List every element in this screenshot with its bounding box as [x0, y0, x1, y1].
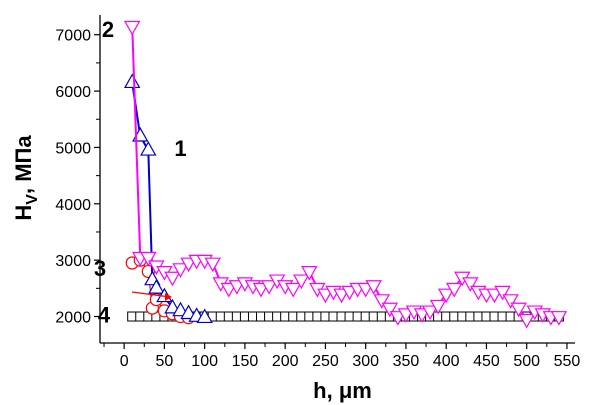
data-point-triangle-down — [260, 280, 278, 295]
y-axis-title-sub: V — [24, 194, 41, 205]
data-point-triangle-down — [446, 282, 463, 298]
curve-label-3: 3 — [94, 256, 106, 281]
x-tick-label: 100 — [191, 353, 218, 370]
data-point-triangle-up — [123, 73, 141, 89]
axes — [94, 15, 575, 349]
x-tick-label: 200 — [272, 353, 299, 370]
x-tick-label: 250 — [312, 353, 339, 370]
data-point-triangle-down — [140, 251, 157, 267]
x-tick-label: 350 — [393, 353, 420, 370]
y-tick-label: 2000 — [55, 310, 91, 327]
x-tick-label: 150 — [232, 353, 259, 370]
x-tick-label: 0 — [120, 353, 129, 370]
x-tick-label: 50 — [156, 353, 174, 370]
curve-label-4: 4 — [98, 303, 111, 328]
data-point-triangle-down — [172, 263, 189, 278]
data-point-triangle-down — [301, 266, 318, 281]
curve-3-pointer-head — [165, 293, 172, 301]
data-point-triangle-down — [373, 294, 391, 309]
y-tick-label: 7000 — [55, 28, 91, 45]
curve-label-2: 2 — [102, 17, 114, 42]
x-tick-label: 450 — [473, 353, 500, 370]
y-axis-title: HV, МПа — [11, 135, 41, 221]
curve-label-1: 1 — [174, 136, 186, 161]
data-point-triangle-down — [494, 285, 511, 301]
data-point-triangle-down — [284, 282, 302, 298]
series-2 — [123, 20, 568, 329]
series-line-2 — [131, 26, 559, 321]
data-point-triangle-down — [365, 280, 382, 295]
y-tick-label: 5000 — [55, 140, 91, 157]
data-point-triangle-down — [381, 302, 399, 318]
data-point-triangle-down — [462, 277, 479, 292]
y-tick-label: 3000 — [55, 253, 91, 270]
series-line-1 — [131, 82, 205, 319]
y-tick-label: 6000 — [55, 84, 91, 101]
x-tick-label: 400 — [433, 353, 460, 370]
data-point-triangle-down — [204, 257, 221, 273]
data-point-triangle-up — [148, 279, 165, 294]
data-point-triangle-down — [293, 274, 310, 290]
labels: 0 50 100 150 200 250 300 350 400 450 500 550 2000 300… — [11, 17, 580, 403]
data-point-triangle-down — [437, 288, 455, 304]
y-axis-title-suffix: , МПа — [11, 135, 36, 194]
data-point-triangle-down — [164, 271, 181, 287]
curve-3-pointer — [131, 291, 171, 298]
data-point-triangle-down — [510, 302, 527, 318]
data-point-triangle-down — [550, 311, 568, 326]
plot-area — [123, 20, 568, 329]
x-axis-title: h, μm — [313, 378, 372, 403]
data-point-triangle-down — [518, 313, 535, 329]
data-point-triangle-down — [502, 294, 519, 309]
y-axis-title-main: H — [11, 205, 36, 221]
x-tick-label: 550 — [554, 353, 581, 370]
x-tick-label: 300 — [352, 353, 379, 370]
data-point-triangle-up — [196, 308, 213, 324]
y-tick-label: 4000 — [55, 197, 91, 214]
data-point-triangle-down — [429, 299, 447, 315]
data-point-triangle-down — [123, 20, 141, 36]
x-tick-label: 500 — [513, 353, 540, 370]
data-point-triangle-down — [421, 305, 439, 321]
data-point-triangle-up — [140, 141, 157, 156]
